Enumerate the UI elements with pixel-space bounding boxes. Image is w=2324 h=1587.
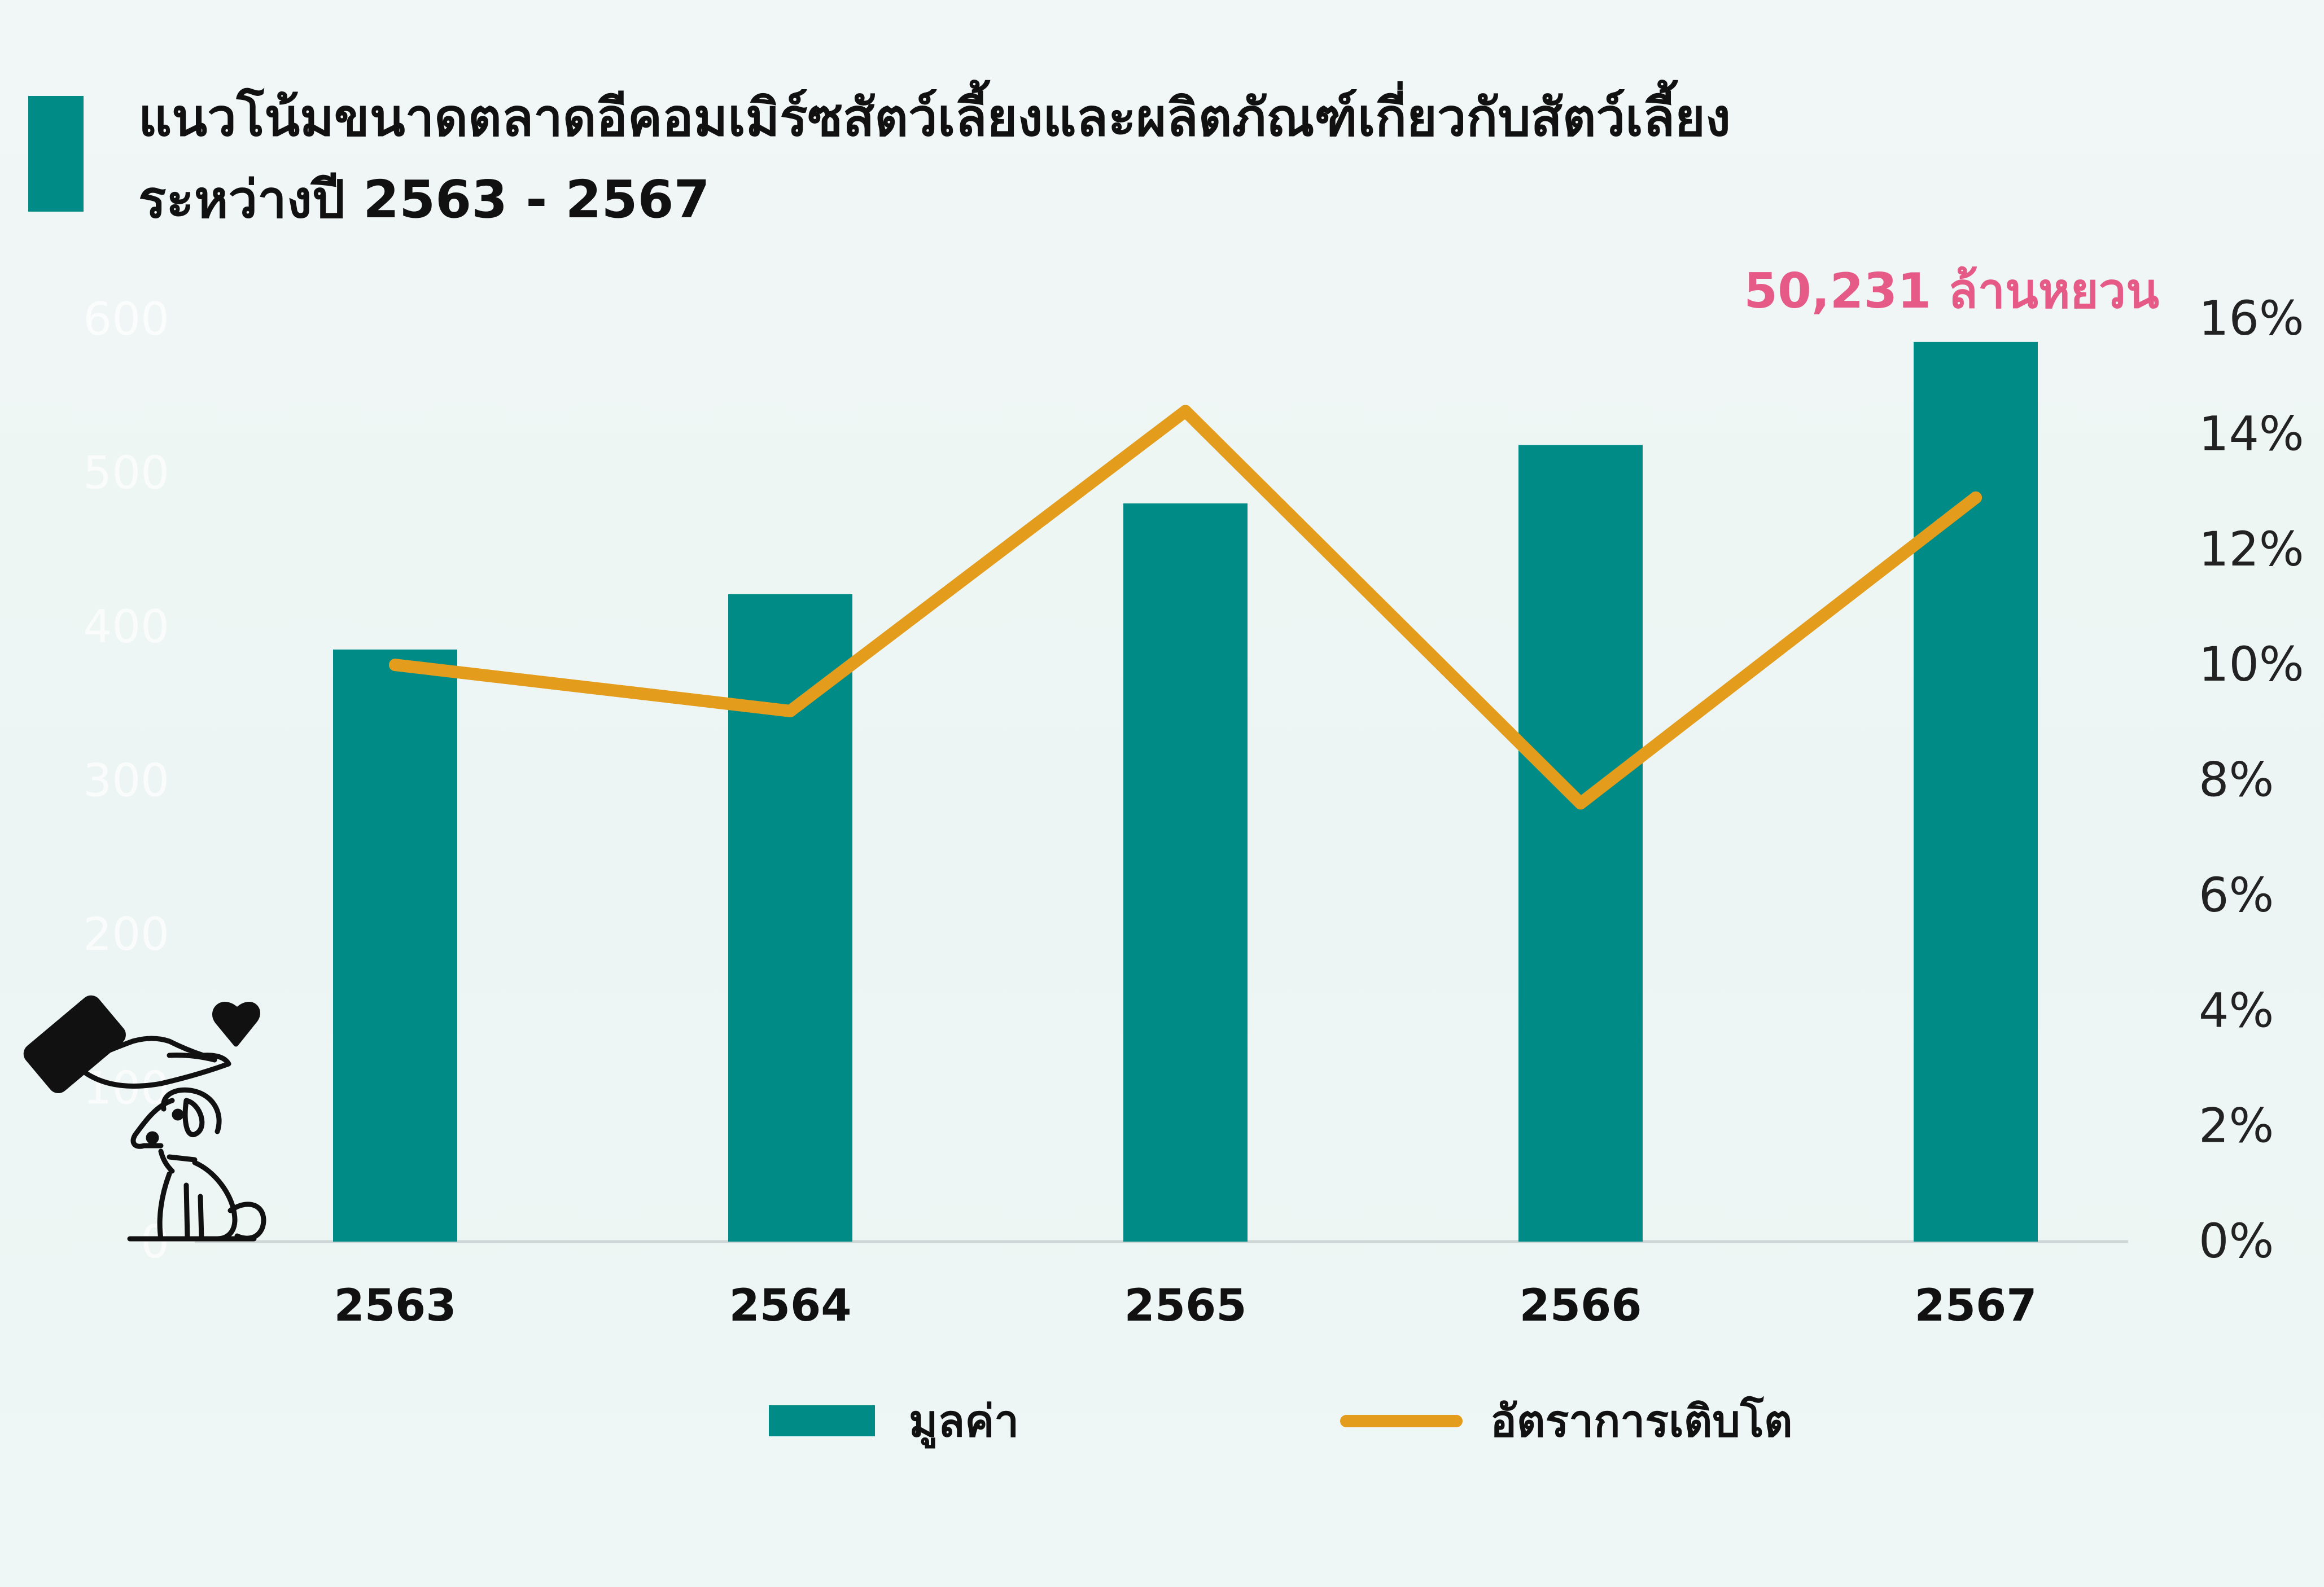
left-tick-label: 600 [83,293,169,345]
total-value-annotation: 50,231 ล้านหยวน [1744,263,2159,319]
right-tick-label: 8% [2199,752,2274,808]
left-tick-label: 500 [83,447,169,499]
right-axis-ticks: 0% 2% 4% 6% 8% 10% 12% 14% 16% [2199,291,2304,1269]
chart-title-line2: ระหว่างปี 2563 - 2567 [138,169,710,230]
bar-2567 [1914,341,2038,1242]
bar-2565 [1123,503,1248,1242]
left-tick-label: 200 [83,908,169,961]
x-tick-label: 2566 [1519,1281,1642,1331]
left-tick-label: 400 [83,600,169,653]
x-tick-label: 2563 [334,1281,456,1331]
chart-title-line1: แนวโน้มขนาดตลาดอีคอมเมิร์ซสัตว์เลี้ยงและ… [138,80,1731,148]
bar-series-group [333,341,2038,1242]
right-tick-label: 4% [2199,983,2274,1038]
growth-point-2563 [389,659,401,672]
bar-2566 [1518,445,1643,1242]
growth-point-2564 [784,704,796,717]
x-tick-label: 2567 [1914,1281,2037,1331]
right-tick-label: 0% [2199,1213,2274,1269]
bar-2564 [728,594,852,1242]
legend-bar-label: มูลค่า [909,1396,1019,1449]
right-tick-label: 12% [2199,521,2304,577]
x-axis-ticks: 2563 2564 2565 2566 2567 [334,1281,2037,1331]
legend: มูลค่า อัตราการเติบโต [769,1395,1793,1449]
growth-point-2566 [1574,797,1587,810]
bar-2563 [333,649,457,1242]
legend-bar-swatch [769,1405,875,1436]
right-tick-label: 2% [2199,1098,2274,1154]
left-tick-label: 0 [141,1216,169,1268]
legend-line-label: อัตราการเติบโต [1490,1395,1793,1447]
line-series-group [389,405,1982,810]
right-tick-label: 16% [2199,291,2304,346]
growth-point-2565 [1179,405,1192,418]
x-tick-label: 2565 [1124,1281,1246,1331]
x-tick-label: 2564 [729,1281,851,1331]
hand-petting-dog-icon [23,995,266,1242]
right-tick-label: 14% [2199,406,2304,461]
title-accent-block [28,96,84,212]
right-tick-label: 6% [2199,867,2274,923]
right-tick-label: 10% [2199,637,2304,692]
left-tick-label: 300 [83,755,169,807]
growth-point-2567 [1970,491,1982,504]
